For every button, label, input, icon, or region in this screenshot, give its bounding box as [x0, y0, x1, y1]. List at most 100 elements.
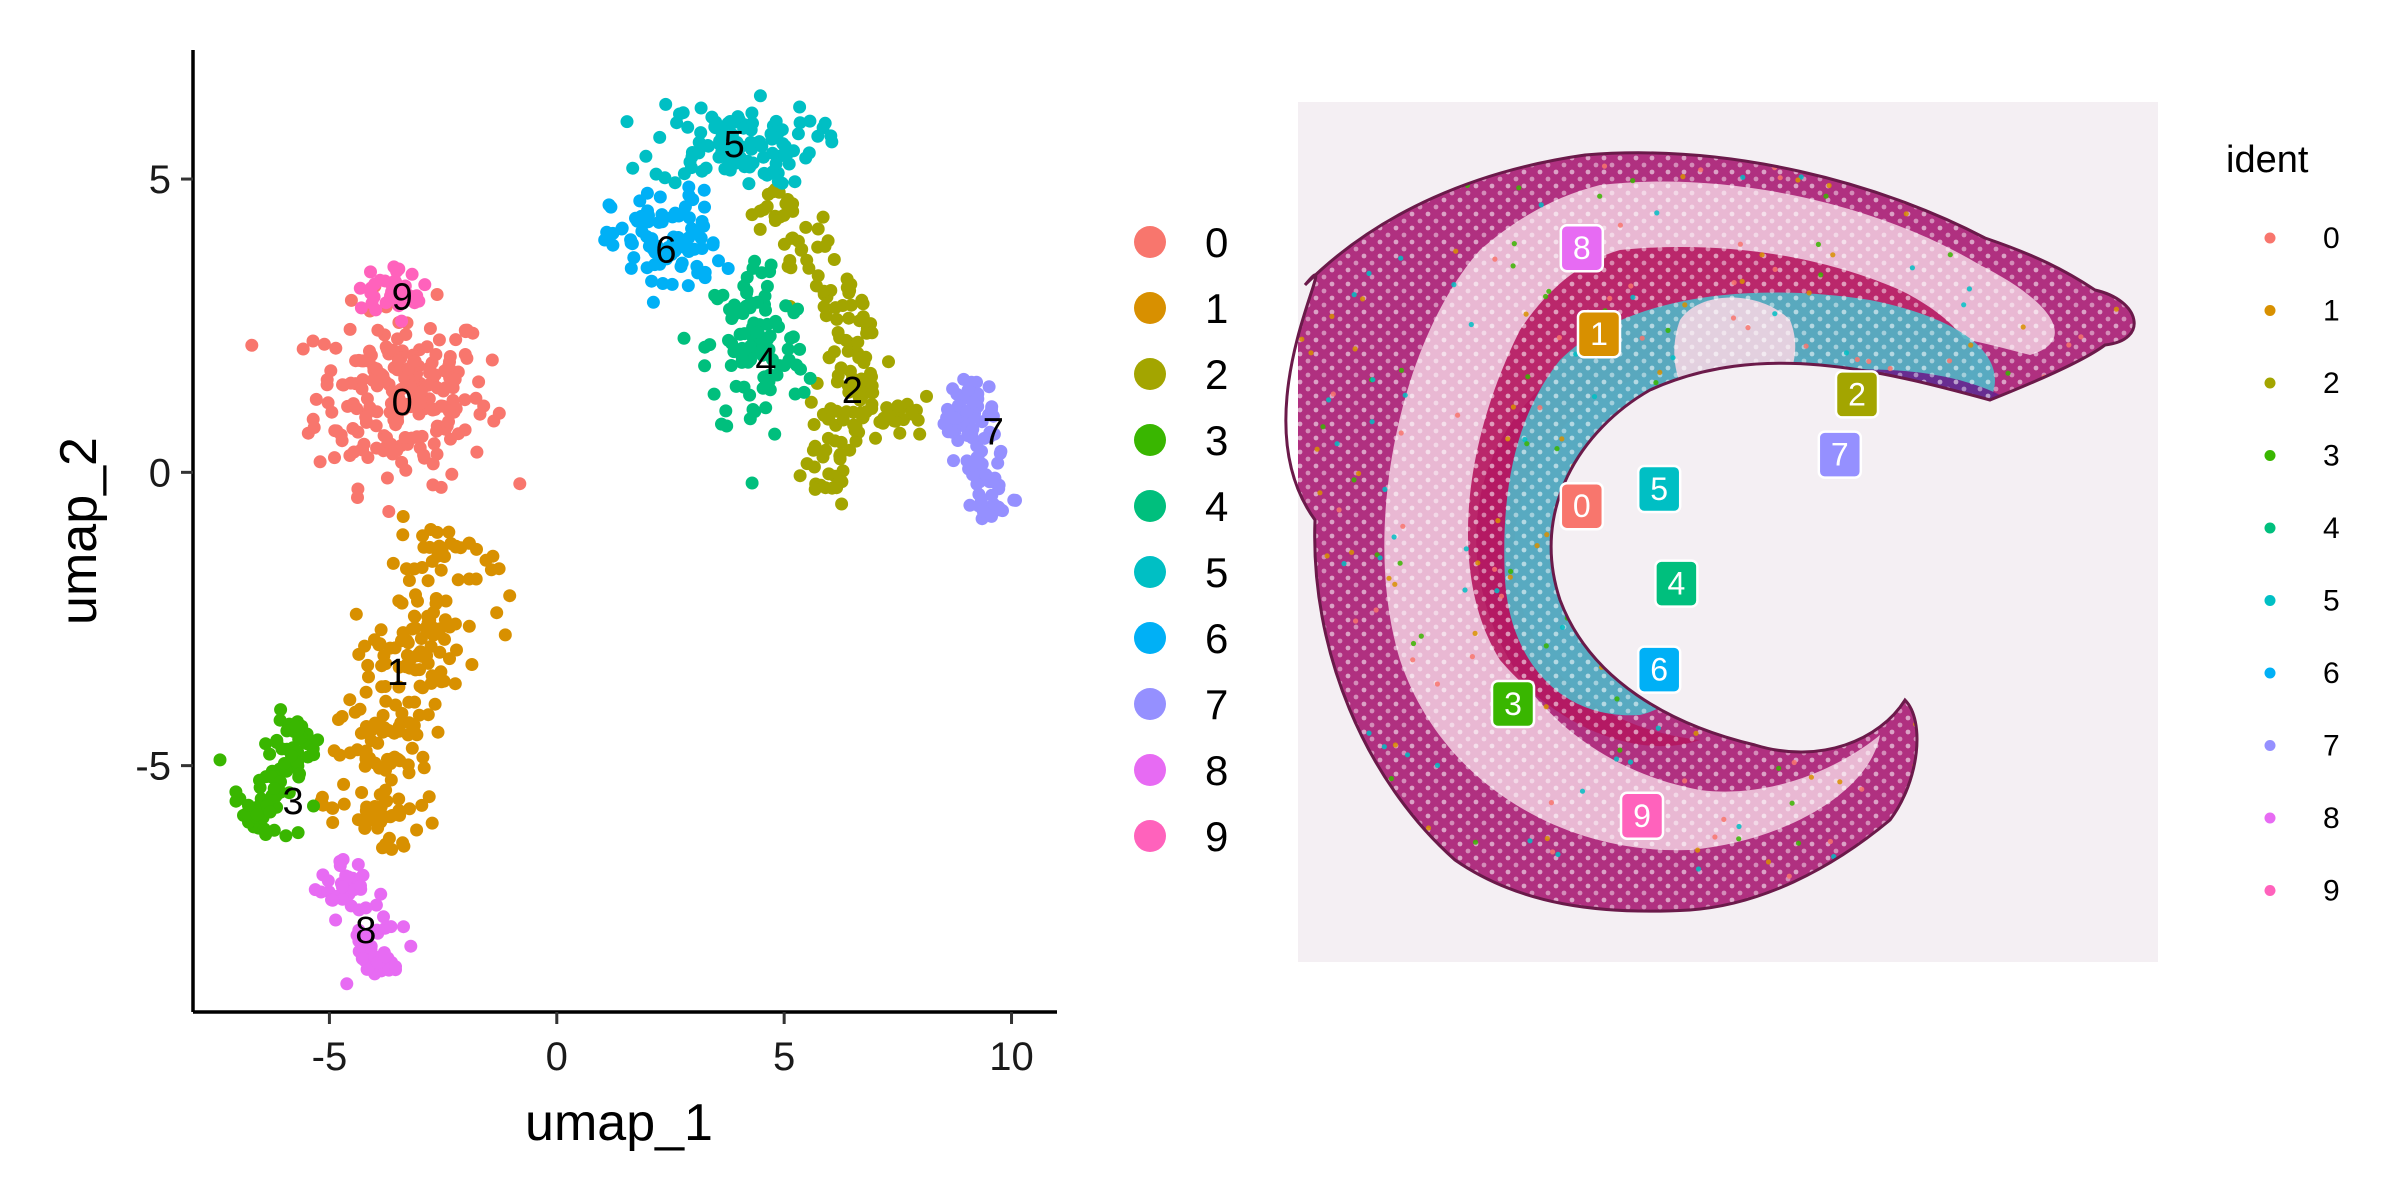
umap-point: [267, 782, 281, 795]
umap-point: [229, 785, 243, 799]
tissue-spot: [1510, 404, 1516, 410]
tissue-spot: [1472, 839, 1479, 845]
tissue-spot: [1527, 838, 1533, 844]
umap-point: [960, 454, 974, 468]
umap-point: [263, 747, 277, 761]
spatial-label-text: 1: [1590, 316, 1608, 352]
umap-point: [422, 790, 436, 804]
umap-point: [970, 451, 984, 464]
tissue-spot: [1511, 241, 1517, 247]
umap-point: [472, 375, 486, 389]
tissue-spot: [1670, 355, 1676, 361]
x-tick-label: -5: [312, 1035, 348, 1079]
umap-point: [492, 406, 506, 420]
umap-point: [344, 293, 358, 307]
legend-key-9: [1134, 820, 1166, 852]
umap-point: [410, 430, 424, 444]
umap-point: [430, 288, 444, 301]
umap-point: [409, 588, 422, 602]
umap-point: [735, 156, 749, 170]
umap-point: [818, 239, 832, 253]
umap-point: [392, 720, 406, 734]
umap-point: [396, 626, 410, 640]
tissue-spot: [1795, 177, 1801, 183]
umap-cluster-8-points: [308, 853, 418, 991]
umap-point: [396, 836, 410, 850]
tissue-spot: [1475, 560, 1481, 566]
umap-point: [670, 116, 684, 130]
umap-point: [412, 708, 426, 722]
tissue-spot: [1786, 873, 1792, 879]
umap-point: [653, 190, 667, 204]
umap-point: [853, 314, 866, 328]
umap-point: [977, 431, 991, 445]
y-tick-label: 5: [149, 158, 171, 202]
tissue-spot: [1617, 222, 1623, 228]
umap-point: [859, 350, 873, 364]
spatial-legend-key-4: [2264, 522, 2276, 534]
tissue-spot: [1866, 358, 1872, 364]
tissue-spot: [1523, 311, 1529, 317]
spatial-label-box: [1490, 679, 1536, 729]
umap-plot: 0 1 2 3 4 5 6 7 8 9 -5 0 5 10 -5 0 5 umap_1 umap_2: [50, 50, 1057, 1152]
umap-point: [335, 880, 349, 894]
tissue-spot: [2066, 342, 2072, 348]
umap-point: [920, 389, 933, 403]
tissue-spot: [1398, 255, 1404, 261]
umap-point: [250, 808, 264, 822]
legend-key-3: [1134, 424, 1166, 456]
x-tick-label: 10: [989, 1035, 1034, 1079]
umap-point: [893, 426, 907, 440]
umap-point: [371, 821, 385, 835]
tissue-spot: [1543, 704, 1549, 710]
umap-point: [351, 858, 365, 871]
umap-point: [760, 200, 774, 213]
umap-point: [373, 273, 387, 287]
umap-point: [849, 434, 863, 448]
tissue-spot: [1695, 866, 1702, 872]
tissue-spot: [1607, 295, 1613, 301]
tissue-spot: [1492, 256, 1498, 262]
umap-point: [772, 320, 785, 334]
umap-point: [880, 401, 894, 415]
umap-point: [438, 613, 452, 627]
umap-point: [340, 977, 354, 991]
umap-point: [352, 353, 366, 367]
umap-point: [744, 135, 758, 149]
umap-point: [697, 183, 711, 197]
umap-point: [362, 670, 375, 684]
umap-point: [851, 335, 865, 349]
umap-point: [692, 146, 706, 160]
umap-point: [391, 414, 405, 428]
umap-point: [376, 708, 390, 722]
umap-point: [831, 326, 845, 339]
tissue-spot: [1381, 744, 1387, 750]
umap-point: [397, 920, 410, 934]
tissue-spot: [1425, 825, 1432, 831]
umap-point: [757, 166, 771, 180]
umap-point: [721, 262, 735, 275]
umap-point: [1009, 493, 1022, 507]
umap-point: [626, 161, 640, 175]
umap-point: [746, 403, 760, 416]
umap-point: [398, 431, 412, 444]
legend-key-8: [1134, 754, 1166, 786]
umap-point: [360, 392, 374, 406]
umap-point: [420, 340, 434, 354]
umap-cluster-9-points: [353, 260, 432, 328]
umap-point: [330, 424, 344, 438]
tissue-spot: [1334, 441, 1340, 447]
umap-point: [715, 129, 729, 143]
tissue-spot: [1369, 419, 1375, 425]
tissue-spot: [1455, 412, 1461, 418]
umap-point: [365, 723, 379, 737]
umap-point: [383, 641, 397, 655]
tissue-spot: [1544, 835, 1550, 842]
umap-point: [865, 326, 879, 340]
umap-point: [640, 186, 654, 200]
umap-point: [328, 451, 341, 465]
umap-point: [513, 477, 527, 491]
umap-point: [308, 883, 322, 897]
umap-point: [371, 323, 385, 337]
umap-point: [985, 473, 998, 487]
